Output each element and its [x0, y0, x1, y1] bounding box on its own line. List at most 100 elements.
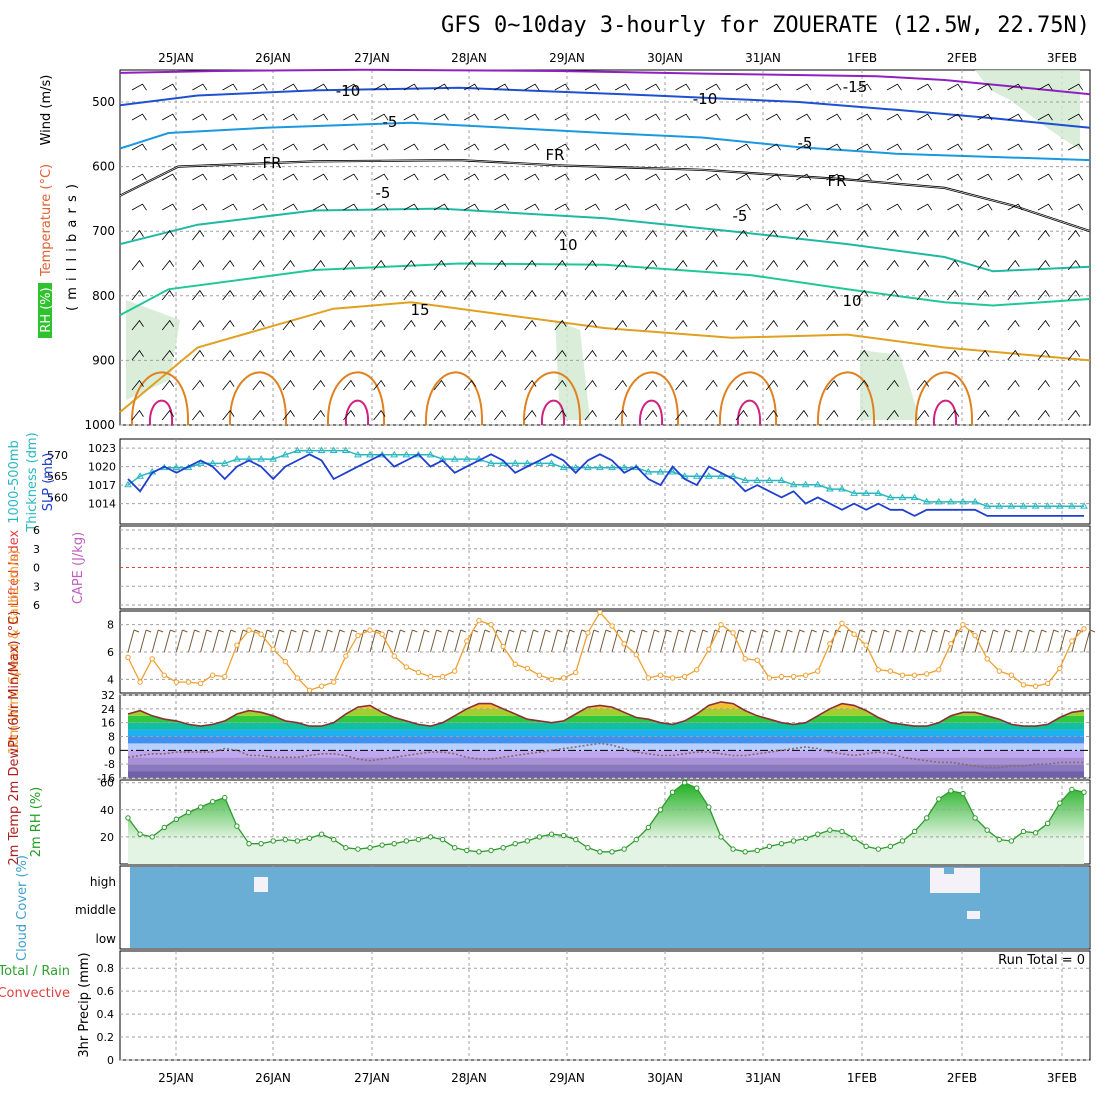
thickness-marker	[704, 472, 713, 479]
wind-speed-point	[331, 679, 337, 685]
wind-speed-point	[633, 652, 639, 658]
upper-wind-barb	[313, 83, 329, 91]
wind-speed-point	[512, 661, 518, 667]
upper-wind-barb	[464, 143, 480, 151]
wind-speed-point	[318, 683, 325, 689]
wind-barb	[321, 629, 333, 653]
wind-speed-point	[210, 672, 216, 678]
upper-wind-barb	[856, 349, 869, 361]
upper-wind-barb	[494, 83, 510, 91]
upper-wind-barb	[1007, 143, 1023, 151]
upper-wind-barb	[886, 289, 899, 301]
upper-wind-barb	[373, 289, 386, 301]
upper-wind-barb	[373, 83, 389, 91]
upper-wind-barb	[162, 83, 178, 91]
thickness-tick-label: 570	[47, 449, 68, 462]
contour-label: -5	[376, 184, 391, 202]
wind-speed-point	[960, 621, 966, 628]
pressure-tick-label: 500	[92, 95, 115, 109]
wind-barb	[805, 629, 817, 653]
surface-contour	[424, 371, 484, 426]
upper-wind-barb	[131, 319, 144, 331]
slp-label: SLP (mb)	[41, 453, 56, 512]
wind-speed-point	[560, 675, 567, 681]
upper-wind-barb	[614, 259, 628, 271]
wind-barb	[563, 629, 575, 653]
upper-wind-barb	[131, 349, 144, 361]
wind-speed-point	[222, 673, 228, 680]
wind-barb	[369, 629, 382, 653]
rh-point	[694, 785, 700, 791]
li-cape-panel: 6 3 0 3 6 Lifted Index CAPE (J/kg)	[7, 524, 1091, 612]
thickness-marker	[922, 497, 931, 505]
rh-point	[560, 832, 567, 839]
upper-wind-barb	[463, 259, 477, 271]
rh-point	[452, 845, 458, 851]
slp-tick-label: 1023	[88, 442, 116, 455]
thickness-marker	[196, 459, 205, 466]
upper-wind-barb	[886, 379, 899, 391]
upper-wind-barb	[645, 259, 658, 271]
upper-wind-barb	[192, 319, 205, 331]
upper-wind-barb	[1007, 229, 1020, 241]
upper-wind-barb	[826, 379, 839, 391]
upper-wind-barb	[282, 143, 298, 151]
upper-wind-barb	[1067, 259, 1081, 271]
wind-speed-point	[282, 658, 289, 665]
rh-area	[128, 782, 1084, 864]
rh-point	[815, 831, 821, 837]
wind-speed-point	[984, 656, 990, 662]
thickness-marker	[329, 446, 338, 454]
upper-wind-barb	[433, 229, 446, 241]
wind-barb	[744, 629, 757, 653]
thickness-marker	[620, 463, 629, 471]
rh-point	[1032, 830, 1039, 836]
upper-wind-barb	[766, 143, 782, 151]
wind-barb	[926, 629, 938, 653]
wind-barb	[260, 629, 273, 653]
contour-fr-inner	[119, 159, 1091, 232]
upper-wind-barb	[222, 289, 235, 301]
contour-15	[119, 301, 1091, 413]
upper-wind-barb	[826, 113, 842, 121]
upper-wind-barb	[675, 409, 688, 421]
upper-wind-barb	[614, 349, 628, 361]
surface-contour-inner	[638, 399, 664, 426]
wind-barb	[442, 629, 454, 653]
rh-point	[161, 824, 168, 831]
precip-tick-label: 0.2	[97, 1031, 115, 1044]
thickness-marker	[862, 489, 871, 496]
upper-wind-barb	[312, 229, 326, 241]
wind-barb	[478, 629, 491, 653]
top-date-label: 25JAN	[158, 51, 194, 65]
thickness-marker	[293, 446, 302, 454]
thickness-marker	[1068, 502, 1076, 509]
wind-speed-point	[694, 667, 700, 673]
upper-wind-barb	[886, 83, 902, 91]
rh2m-label: 2m RH (%)	[29, 787, 44, 858]
upper-wind-barb	[343, 319, 356, 331]
wind-speed-point	[476, 617, 482, 624]
upper-wind-barb	[584, 229, 597, 241]
pressure-tick-label: 700	[92, 224, 115, 238]
top-date-label: 1FEB	[847, 51, 877, 65]
thickness-marker	[305, 446, 314, 454]
upper-wind-barb	[312, 319, 326, 331]
rh-point	[778, 840, 785, 847]
upper-wind-barb	[313, 143, 329, 151]
rh-point	[488, 847, 494, 854]
upper-wind-barb	[675, 229, 688, 241]
upper-wind-barb	[1068, 173, 1084, 181]
temp-tick-label: -8	[104, 758, 115, 771]
rh-point	[621, 846, 627, 852]
rh-shade	[555, 320, 590, 420]
upper-wind-barb	[1068, 143, 1084, 151]
upper-wind-barb	[584, 203, 600, 211]
upper-wind-barb	[1067, 229, 1081, 241]
upper-wind-barb	[977, 143, 993, 151]
thickness-marker	[450, 455, 459, 462]
upper-wind-barb	[705, 379, 718, 391]
upper-wind-barb	[977, 259, 990, 271]
wind-barb	[1023, 629, 1035, 653]
wind-barb	[212, 629, 224, 653]
